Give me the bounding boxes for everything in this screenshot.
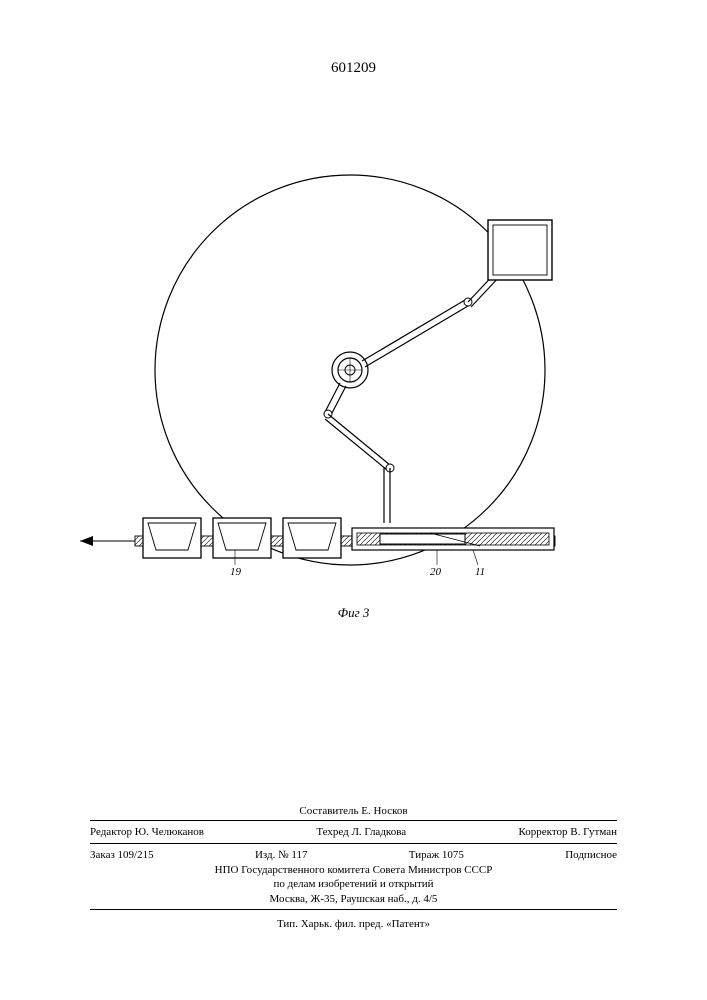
arrow-left [80,536,135,546]
editor: Редактор Ю. Челюканов [90,826,204,838]
org-block: НПО Государственного комитета Совета Мин… [90,863,617,906]
ref-20: 20 [430,566,442,578]
ref-19: 19 [230,566,242,578]
org-line-3: Москва, Ж-35, Раушская наб., д. 4/5 [90,892,617,906]
org-line-2: по делам изобретений и открытий [90,877,617,891]
page: 601209 [0,0,707,1000]
car-2 [213,518,271,558]
footer-block: Составитель Е. Носков Редактор Ю. Челюка… [90,805,617,930]
circulation: Тираж 1075 [409,849,464,861]
figure-caption: Фиг 3 [0,605,707,621]
compiler-line: Составитель Е. Носков [90,805,617,817]
credits-row: Редактор Ю. Челюканов Техред Л. Гладкова… [90,824,617,840]
org-line-1: НПО Государственного комитета Совета Мин… [90,863,617,877]
arm-upper [362,270,501,367]
corrector: Корректор В. Гутман [518,826,617,838]
car-1 [143,518,201,558]
ref-11: 11 [475,566,485,578]
techred: Техред Л. Гладкова [316,826,406,838]
order: Заказ 109/215 [90,849,154,861]
pusher-slot [352,528,554,550]
print-row: Заказ 109/215 Изд. № 117 Тираж 1075 Подп… [90,847,617,863]
car-3 [283,518,341,558]
patent-number: 601209 [0,60,707,77]
printer-line: Тип. Харьк. фил. пред. «Патент» [90,918,617,930]
figure-mechanical-drawing: 19 20 11 [80,150,620,600]
subscription: Подписное [565,849,617,861]
box-upper-inner [493,225,547,275]
arm-lower [324,383,394,523]
edition: Изд. № 117 [255,849,308,861]
